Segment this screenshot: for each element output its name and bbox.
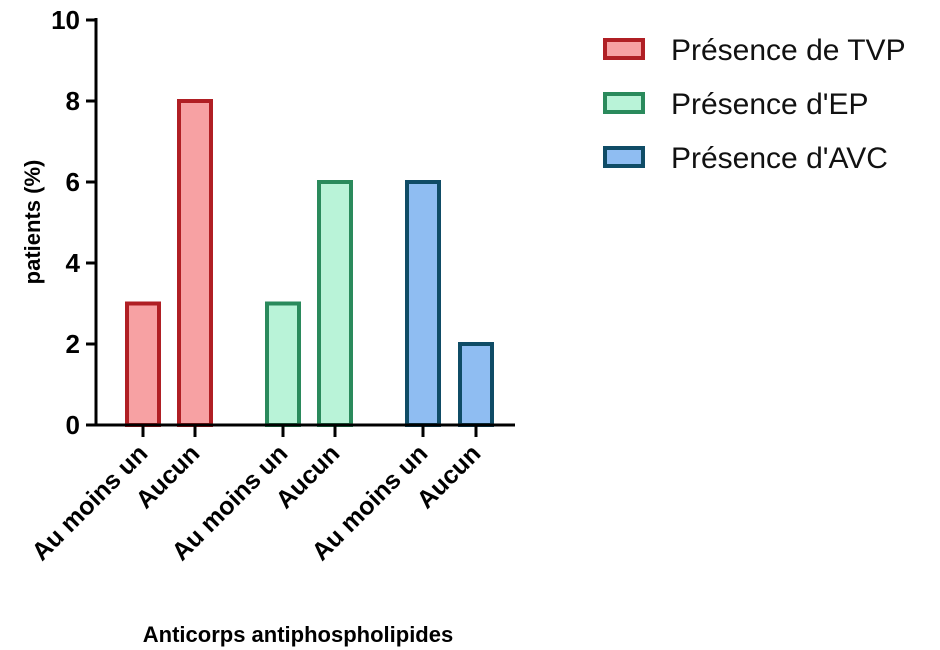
bar-1-1 (125, 301, 161, 427)
y-tick-label: 6 (66, 167, 80, 197)
legend-swatch-2 (603, 92, 645, 114)
legend: Présence de TVP Présence d'EP Présence d'A… (603, 34, 906, 175)
y-tick-label: 0 (66, 410, 80, 440)
x-tick-label: Au moins un (26, 439, 153, 566)
y-axis-title: patients (%) (20, 160, 45, 285)
legend-label-1: Présence de TVP (671, 34, 906, 67)
bar-3-1 (405, 180, 441, 427)
bar-3-2 (458, 342, 494, 427)
legend-swatch-3 (603, 146, 645, 168)
y-tick-label: 2 (66, 329, 80, 359)
y-tick-label: 10 (51, 5, 80, 35)
bar-1-2 (177, 99, 213, 427)
bar-2-2 (317, 180, 353, 427)
y-tick-label: 4 (66, 248, 81, 278)
legend-swatch-1 (603, 38, 645, 60)
x-axis-title: Anticorps antiphospholipides (143, 622, 453, 647)
legend-label-3: Présence d'AVC (671, 142, 888, 175)
y-tick-label: 8 (66, 86, 80, 116)
legend-label-2: Présence d'EP (671, 88, 869, 121)
bar-2-1 (265, 301, 301, 427)
